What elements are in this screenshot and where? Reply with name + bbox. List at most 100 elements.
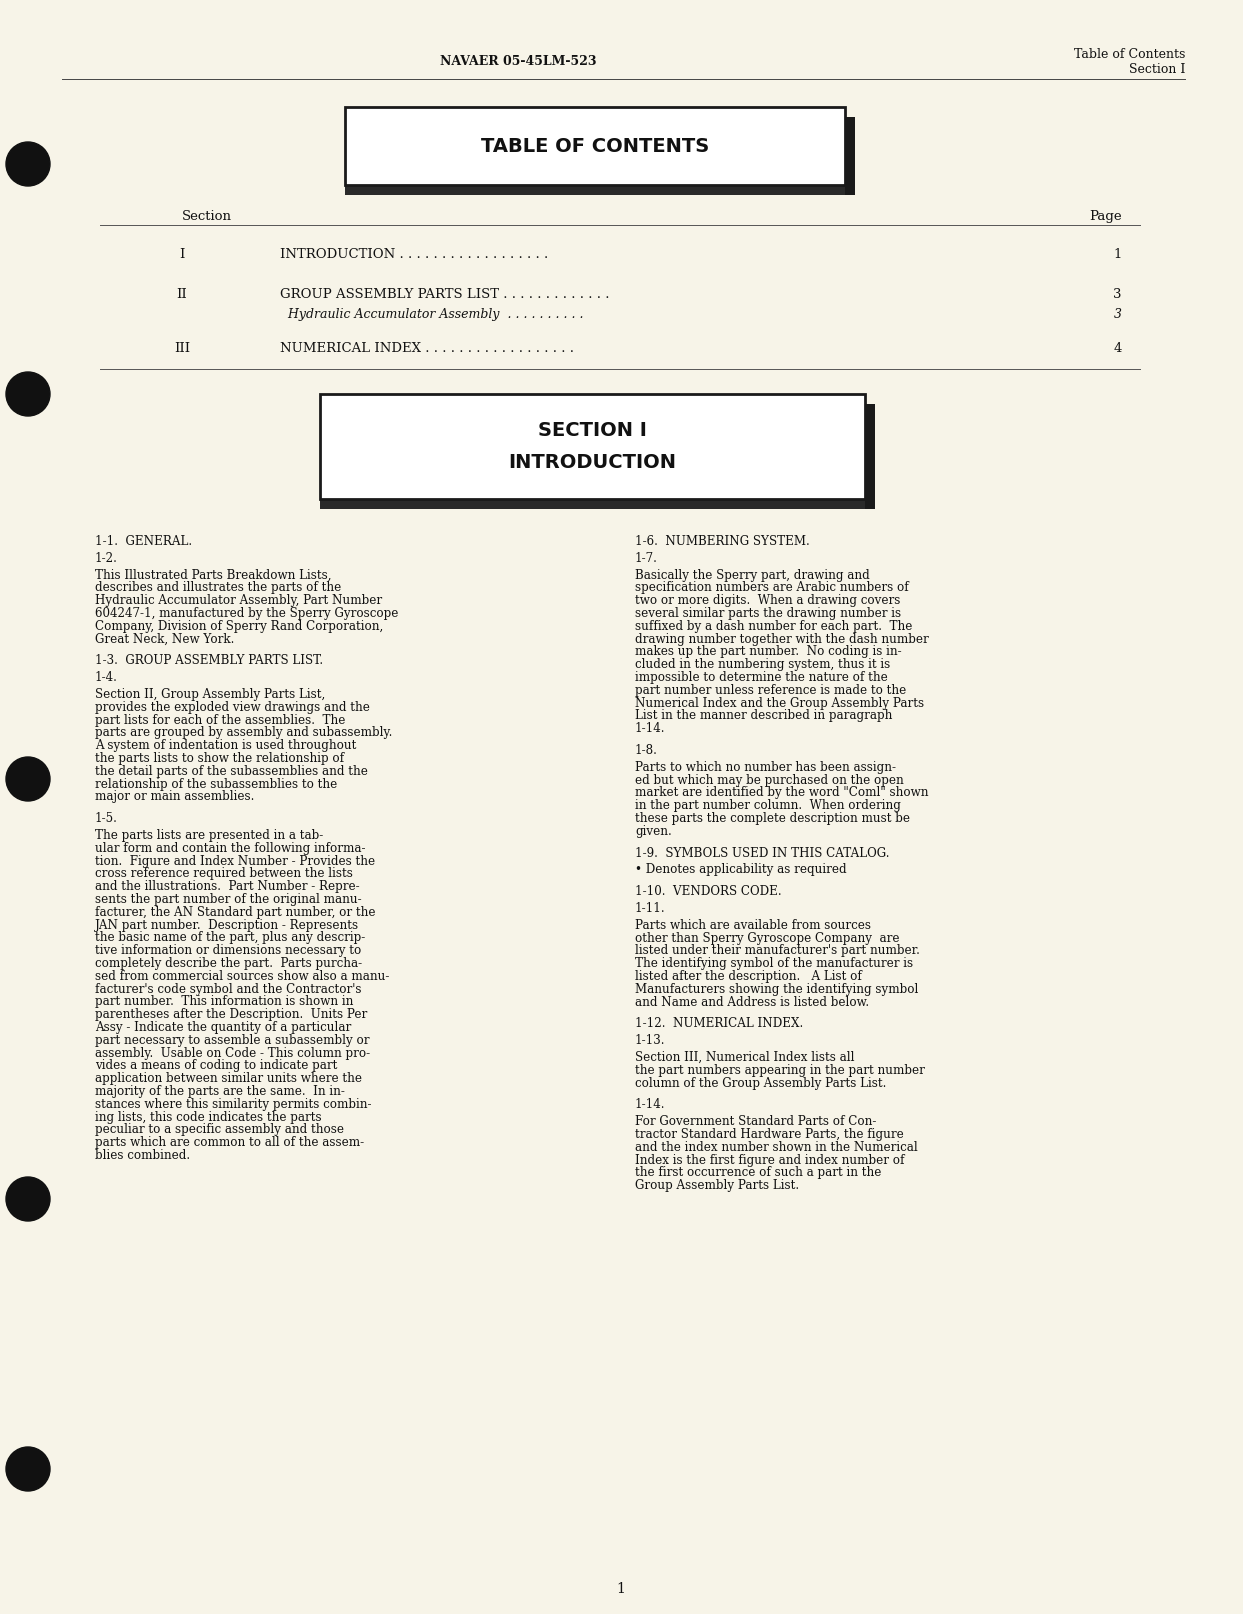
Text: suffixed by a dash number for each part.  The: suffixed by a dash number for each part.… (635, 620, 912, 633)
Circle shape (6, 757, 50, 802)
Text: relationship of the subassemblies to the: relationship of the subassemblies to the (94, 776, 337, 791)
Bar (346, 186, 845, 195)
Text: 1-7.: 1-7. (635, 552, 658, 565)
Text: Great Neck, New York.: Great Neck, New York. (94, 633, 235, 646)
Text: 1-3.  GROUP ASSEMBLY PARTS LIST.: 1-3. GROUP ASSEMBLY PARTS LIST. (94, 654, 323, 667)
Text: the basic name of the part, plus any descrip-: the basic name of the part, plus any des… (94, 931, 365, 944)
Text: the first occurrence of such a part in the: the first occurrence of such a part in t… (635, 1165, 881, 1178)
Text: the detail parts of the subassemblies and the: the detail parts of the subassemblies an… (94, 765, 368, 778)
Text: in the part number column.  When ordering: in the part number column. When ordering (635, 799, 901, 812)
Text: assembly.  Usable on Code - This column pro-: assembly. Usable on Code - This column p… (94, 1046, 370, 1059)
Text: parts are grouped by assembly and subassembly.: parts are grouped by assembly and subass… (94, 726, 393, 739)
Text: SECTION I: SECTION I (537, 421, 646, 441)
Text: completely describe the part.  Parts purcha-: completely describe the part. Parts purc… (94, 957, 362, 970)
Text: sents the part number of the original manu-: sents the part number of the original ma… (94, 893, 362, 905)
Text: vides a means of coding to indicate part: vides a means of coding to indicate part (94, 1059, 337, 1072)
Text: majority of the parts are the same.  In in-: majority of the parts are the same. In i… (94, 1085, 344, 1098)
Text: TABLE OF CONTENTS: TABLE OF CONTENTS (481, 137, 709, 157)
Text: Numerical Index and the Group Assembly Parts: Numerical Index and the Group Assembly P… (635, 696, 924, 709)
Text: parts which are common to all of the assem-: parts which are common to all of the ass… (94, 1136, 364, 1149)
Text: Hydraulic Accumulator Assembly, Part Number: Hydraulic Accumulator Assembly, Part Num… (94, 594, 382, 607)
Circle shape (6, 373, 50, 416)
Text: specification numbers are Arabic numbers of: specification numbers are Arabic numbers… (635, 581, 909, 594)
Text: impossible to determine the nature of the: impossible to determine the nature of th… (635, 670, 888, 684)
Text: part number unless reference is made to the: part number unless reference is made to … (635, 683, 906, 696)
Text: INTRODUCTION . . . . . . . . . . . . . . . . . .: INTRODUCTION . . . . . . . . . . . . . .… (280, 249, 548, 261)
Text: tion.  Figure and Index Number - Provides the: tion. Figure and Index Number - Provides… (94, 854, 375, 867)
Text: I: I (179, 249, 185, 261)
Text: these parts the complete description must be: these parts the complete description mus… (635, 812, 910, 825)
Text: List in the manner described in paragraph: List in the manner described in paragrap… (635, 709, 892, 721)
Bar (319, 500, 865, 510)
Text: This Illustrated Parts Breakdown Lists,: This Illustrated Parts Breakdown Lists, (94, 568, 332, 581)
Text: Parts to which no number has been assign-: Parts to which no number has been assign… (635, 760, 896, 773)
Text: tive information or dimensions necessary to: tive information or dimensions necessary… (94, 944, 362, 957)
Circle shape (6, 1448, 50, 1491)
Text: part number.  This information is shown in: part number. This information is shown i… (94, 994, 353, 1007)
Text: NAVAER 05-45LM-523: NAVAER 05-45LM-523 (440, 55, 597, 68)
Text: 1-14.: 1-14. (635, 721, 665, 734)
Text: 3: 3 (1114, 308, 1122, 321)
Text: The parts lists are presented in a tab-: The parts lists are presented in a tab- (94, 828, 323, 841)
Text: 1: 1 (617, 1582, 625, 1595)
Text: facturer, the AN Standard part number, or the: facturer, the AN Standard part number, o… (94, 905, 375, 918)
Text: cross reference required between the lists: cross reference required between the lis… (94, 867, 353, 880)
Text: Section II, Group Assembly Parts List,: Section II, Group Assembly Parts List, (94, 688, 326, 700)
Text: Hydraulic Accumulator Assembly  . . . . . . . . . .: Hydraulic Accumulator Assembly . . . . .… (280, 308, 583, 321)
Text: 1: 1 (1114, 249, 1122, 261)
Text: Assy - Indicate the quantity of a particular: Assy - Indicate the quantity of a partic… (94, 1020, 352, 1033)
Bar (355, 118, 855, 195)
Text: • Denotes applicability as required: • Denotes applicability as required (635, 863, 846, 876)
Text: 1-13.: 1-13. (635, 1033, 665, 1046)
Text: ed but which may be purchased on the open: ed but which may be purchased on the ope… (635, 773, 904, 786)
Text: describes and illustrates the parts of the: describes and illustrates the parts of t… (94, 581, 342, 594)
Text: the part numbers appearing in the part number: the part numbers appearing in the part n… (635, 1064, 925, 1077)
Text: other than Sperry Gyroscope Company  are: other than Sperry Gyroscope Company are (635, 931, 900, 944)
Text: part lists for each of the assemblies.  The: part lists for each of the assemblies. T… (94, 713, 346, 726)
Text: Section I: Section I (1129, 63, 1185, 76)
Text: III: III (174, 342, 190, 355)
Text: application between similar units where the: application between similar units where … (94, 1072, 362, 1085)
Text: A system of indentation is used throughout: A system of indentation is used througho… (94, 739, 357, 752)
Text: 1-12.  NUMERICAL INDEX.: 1-12. NUMERICAL INDEX. (635, 1017, 803, 1030)
Text: II: II (177, 287, 188, 300)
Text: column of the Group Assembly Parts List.: column of the Group Assembly Parts List. (635, 1077, 886, 1089)
Text: and the illustrations.  Part Number - Repre-: and the illustrations. Part Number - Rep… (94, 880, 359, 893)
Text: cluded in the numbering system, thus it is: cluded in the numbering system, thus it … (635, 659, 890, 671)
Text: JAN part number.  Description - Represents: JAN part number. Description - Represent… (94, 918, 359, 931)
Text: peculiar to a specific assembly and those: peculiar to a specific assembly and thos… (94, 1123, 344, 1136)
Text: For Government Standard Parts of Con-: For Government Standard Parts of Con- (635, 1115, 876, 1128)
Text: Manufacturers showing the identifying symbol: Manufacturers showing the identifying sy… (635, 983, 919, 996)
Text: stances where this similarity permits combin-: stances where this similarity permits co… (94, 1098, 372, 1110)
Text: Section III, Numerical Index lists all: Section III, Numerical Index lists all (635, 1051, 854, 1064)
Text: two or more digits.  When a drawing covers: two or more digits. When a drawing cover… (635, 594, 900, 607)
Text: tractor Standard Hardware Parts, the figure: tractor Standard Hardware Parts, the fig… (635, 1127, 904, 1141)
Text: major or main assemblies.: major or main assemblies. (94, 789, 255, 802)
Text: Section: Section (181, 210, 232, 223)
Text: 1-9.  SYMBOLS USED IN THIS CATALOG.: 1-9. SYMBOLS USED IN THIS CATALOG. (635, 846, 890, 859)
Text: 1-10.  VENDORS CODE.: 1-10. VENDORS CODE. (635, 884, 782, 897)
Text: 4: 4 (1114, 342, 1122, 355)
Text: Table of Contents: Table of Contents (1074, 48, 1185, 61)
Text: 1-2.: 1-2. (94, 552, 118, 565)
Text: NUMERICAL INDEX . . . . . . . . . . . . . . . . . .: NUMERICAL INDEX . . . . . . . . . . . . … (280, 342, 574, 355)
Text: drawing number together with the dash number: drawing number together with the dash nu… (635, 633, 929, 646)
Text: part necessary to assemble a subassembly or: part necessary to assemble a subassembly… (94, 1033, 369, 1046)
Text: 1-6.  NUMBERING SYSTEM.: 1-6. NUMBERING SYSTEM. (635, 534, 809, 547)
Text: listed after the description.   A List of: listed after the description. A List of (635, 970, 861, 983)
Text: the parts lists to show the relationship of: the parts lists to show the relationship… (94, 752, 344, 765)
Text: INTRODUCTION: INTRODUCTION (508, 454, 676, 473)
Text: parentheses after the Description.  Units Per: parentheses after the Description. Units… (94, 1007, 367, 1020)
Text: Group Assembly Parts List.: Group Assembly Parts List. (635, 1178, 799, 1191)
Text: Basically the Sperry part, drawing and: Basically the Sperry part, drawing and (635, 568, 870, 581)
Text: several similar parts the drawing number is: several similar parts the drawing number… (635, 607, 901, 620)
Text: ular form and contain the following informa-: ular form and contain the following info… (94, 841, 365, 854)
Text: ing lists, this code indicates the parts: ing lists, this code indicates the parts (94, 1110, 322, 1123)
Bar (319, 395, 865, 500)
Bar (329, 405, 875, 510)
Text: sed from commercial sources show also a manu-: sed from commercial sources show also a … (94, 968, 389, 983)
Text: Index is the first figure and index number of: Index is the first figure and index numb… (635, 1152, 905, 1165)
Text: given.: given. (635, 825, 671, 838)
Text: and the index number shown in the Numerical: and the index number shown in the Numeri… (635, 1139, 917, 1152)
Text: 1-5.: 1-5. (94, 812, 118, 825)
